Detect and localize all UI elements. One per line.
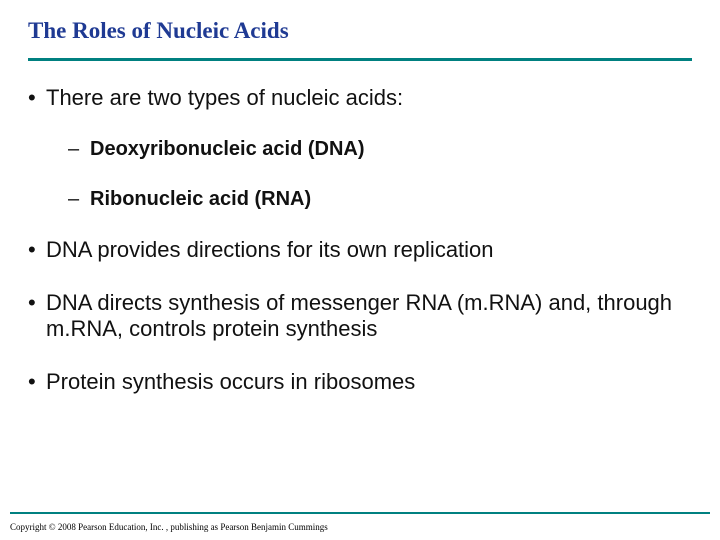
slide-body: There are two types of nucleic acids: De… [28,85,692,395]
title-rule [28,58,692,61]
bullet-level2: Ribonucleic acid (RNA) [28,187,692,211]
bullet-level1: DNA directs synthesis of messenger RNA (… [28,290,692,343]
slide-title: The Roles of Nucleic Acids [28,18,692,44]
bullet-level2: Deoxyribonucleic acid (DNA) [28,137,692,161]
copyright-text: Copyright © 2008 Pearson Education, Inc.… [10,522,328,532]
bullet-level1: Protein synthesis occurs in ribosomes [28,369,692,395]
slide: The Roles of Nucleic Acids There are two… [0,0,720,540]
bullet-level1: There are two types of nucleic acids: [28,85,692,111]
bullet-level1: DNA provides directions for its own repl… [28,237,692,263]
footer-rule [10,512,710,514]
